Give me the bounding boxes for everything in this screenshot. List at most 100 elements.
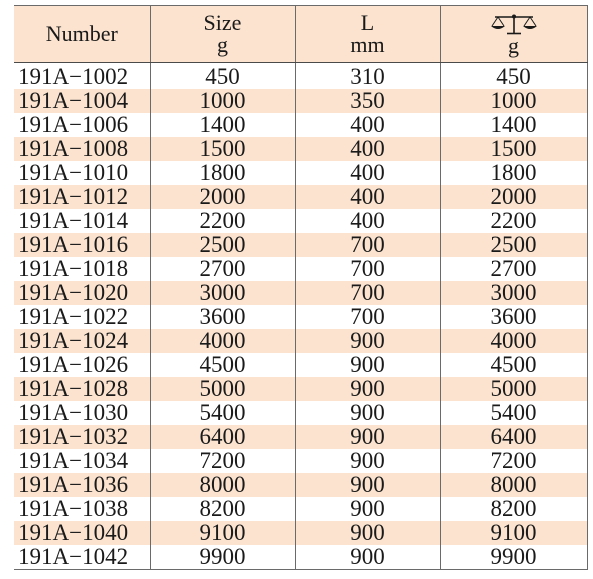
cell-number: 191A−1010 [18,160,129,185]
cell-weight: 1800 [439,161,588,185]
cell-size: 4000 [149,329,295,353]
cell-length: 900 [294,545,440,570]
cell-weight: 9100 [439,521,588,545]
cell-weight: 3600 [439,305,588,329]
cell-size: 8000 [149,473,295,497]
cell-weight: 2500 [439,233,588,257]
cell-weight: 2700 [439,257,588,281]
cell-weight: 450 [439,62,588,89]
table-row: 191A−1038 8200 900 8200 [14,497,588,521]
cell-number: 191A−1018 [18,256,129,281]
cell-length: 400 [294,185,440,209]
cell-size: 7200 [149,449,295,473]
table-row: 191A−1018 2700 700 2700 [14,256,588,281]
header-size: Size g [149,5,295,63]
table-row: 191A−1008 1500 400 1500 [14,137,588,161]
cell-size: 1800 [149,161,295,185]
cell-size: 9900 [149,545,295,570]
cell-weight: 3000 [439,281,588,305]
cell-number: 191A−1032 [14,425,150,449]
cell-number: 191A−1040 [14,521,150,545]
cell-length: 900 [294,329,440,353]
cell-number: 191A−1014 [18,208,129,233]
cell-size: 8200 [149,497,295,521]
cell-size: 1500 [149,137,295,161]
table-row: 191A−1010 1800 400 1800 [14,160,588,185]
cell-number: 191A−1008 [14,137,150,161]
cell-length: 400 [294,161,440,185]
cell-number: 191A−1024 [14,329,150,353]
cell-number: 191A−1006 [18,112,129,137]
table-row: 191A−1034 7200 900 7200 [14,448,588,473]
cell-size: 9100 [149,521,295,545]
cell-length: 350 [294,89,440,113]
header-number-label: Number [45,21,118,46]
cell-weight: 8200 [439,497,588,521]
cell-length: 900 [294,401,440,425]
cell-weight: 6400 [439,425,588,449]
table-row: 191A−1014 2200 400 2200 [14,208,588,233]
cell-size: 2700 [149,257,295,281]
cell-weight: 4500 [439,353,588,377]
cell-length: 900 [294,497,440,521]
table-row: 191A−1028 5000 900 5000 [14,377,588,401]
cell-size: 1400 [149,113,295,137]
table-row: 191A−1024 4000 900 4000 [14,329,588,353]
cell-number: 191A−1026 [18,352,129,377]
cell-length: 900 [294,425,440,449]
table-row: 191A−1006 1400 400 1400 [14,112,588,137]
table-header: Number Size g L mm [14,5,588,63]
table-row: 191A−1004 1000 350 1000 [14,89,588,113]
table-row: 191A−1026 4500 900 4500 [14,352,588,377]
header-row: Number Size g L mm [14,5,588,63]
cell-weight: 4000 [439,329,588,353]
cell-length: 900 [294,449,440,473]
cell-number: 191A−1030 [18,400,129,425]
cell-weight: 1400 [439,113,588,137]
cell-size: 2200 [149,209,295,233]
header-weight-icon-line [441,11,587,35]
cell-number: 191A−1002 [18,64,129,89]
cell-number: 191A−1020 [14,281,150,305]
cell-size: 3600 [149,305,295,329]
table-row: 191A−1042 9900 900 9900 [14,545,588,570]
cell-number: 191A−1022 [18,304,129,329]
cell-number: 191A−1034 [18,448,129,473]
table-row: 191A−1040 9100 900 9100 [14,521,588,545]
table-row: 191A−1016 2500 700 2500 [14,233,588,257]
spec-table-container: Number Size g L mm [14,5,588,575]
cell-number: 191A−1012 [14,185,150,209]
cell-size: 2500 [149,233,295,257]
cell-number: 191A−1036 [14,473,150,497]
table-row: 191A−1032 6400 900 6400 [14,425,588,449]
cell-number: 191A−1016 [14,233,150,257]
cell-weight: 2000 [439,185,588,209]
cell-size: 450 [149,62,295,89]
table-row: 191A−1022 3600 700 3600 [14,304,588,329]
cell-weight: 7200 [439,449,588,473]
cell-weight: 9900 [439,545,588,570]
cell-number: 191A−1042 [14,545,150,570]
header-number: Number [14,5,150,63]
header-weight-unit: g [508,32,519,58]
cell-number: 191A−1028 [14,377,150,401]
table-row: 191A−1036 8000 900 8000 [14,473,588,497]
cell-size: 3000 [149,281,295,305]
cell-length: 900 [294,473,440,497]
cell-weight: 5400 [439,401,588,425]
scale-icon [490,14,537,35]
cell-length: 400 [294,113,440,137]
cell-length: 700 [294,305,440,329]
table-body: 191A−1002 450 310 450 191A−1004 1000 350 1000 19… [14,62,588,570]
header-length-label: L [360,10,375,35]
header-size-label: Size [203,10,242,35]
cell-length: 900 [294,377,440,401]
table-row: 191A−1012 2000 400 2000 [14,185,588,209]
cell-length: 900 [294,521,440,545]
header-size-unit: g [217,32,228,57]
table-row: 191A−1030 5400 900 5400 [14,400,588,425]
cell-length: 400 [294,209,440,233]
cell-size: 6400 [149,425,295,449]
cell-length: 700 [294,257,440,281]
cell-number: 191A−1004 [14,89,150,113]
